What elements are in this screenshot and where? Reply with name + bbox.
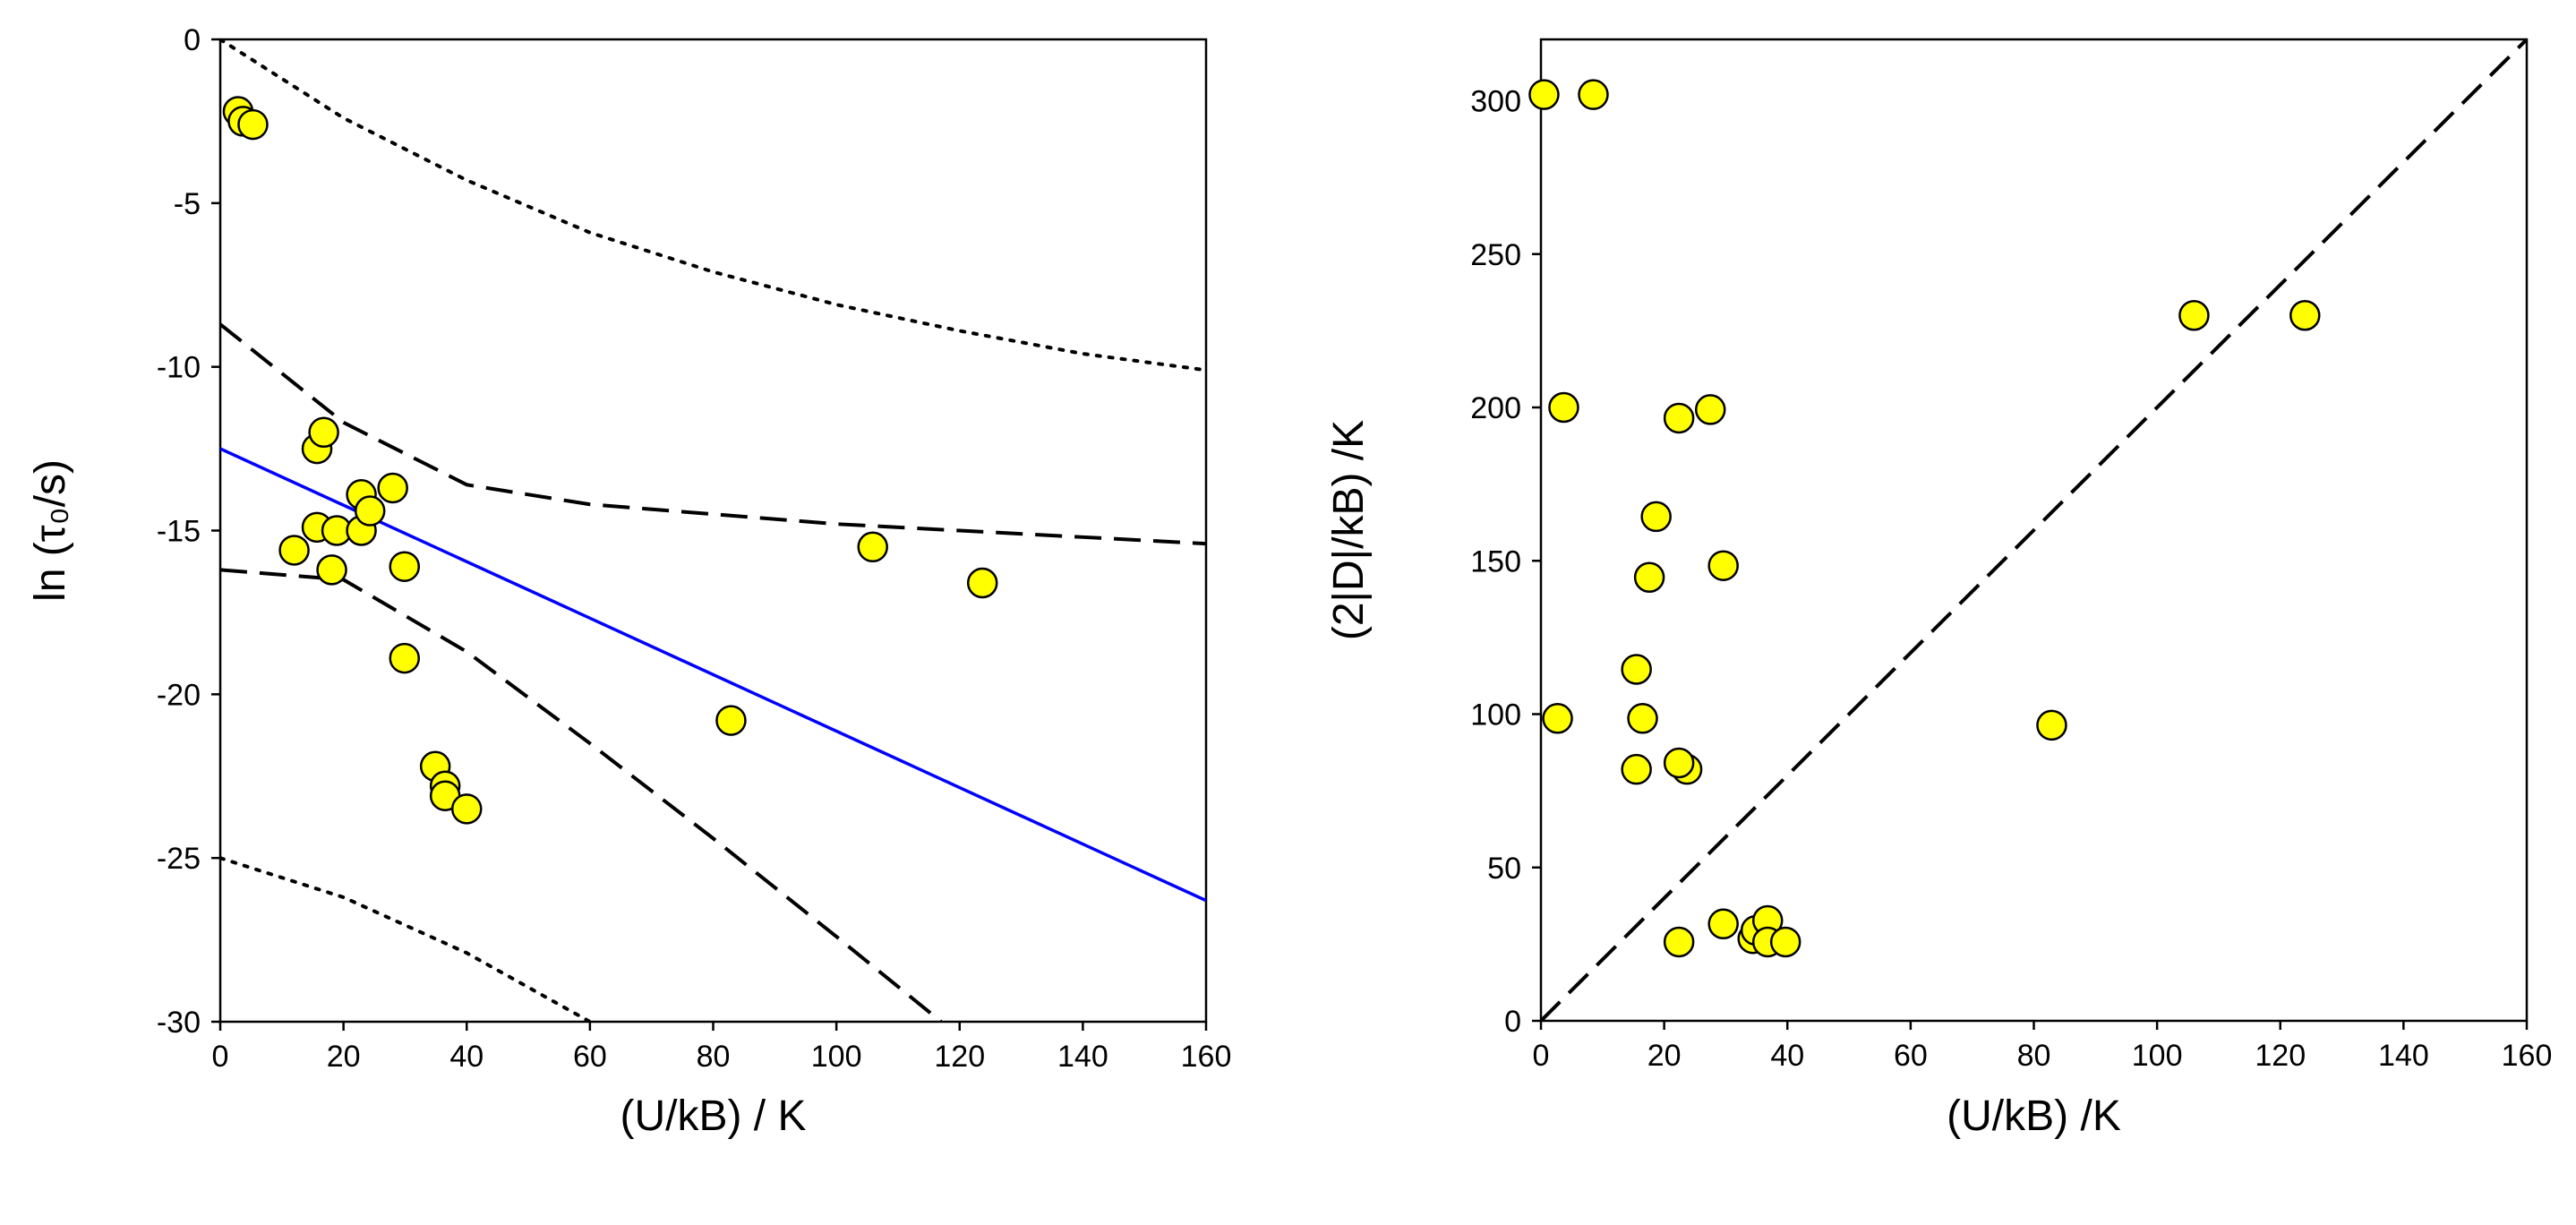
data-point <box>451 793 483 825</box>
data-point <box>715 705 747 736</box>
data-point <box>237 108 269 141</box>
data-point <box>354 495 386 527</box>
data-point <box>308 416 339 449</box>
x-tick-label: 60 <box>573 1040 607 1074</box>
data-point <box>1633 561 1665 593</box>
x-tick-label: 0 <box>1533 1039 1550 1073</box>
y-tick-label: 200 <box>1470 391 1521 425</box>
data-point <box>1769 926 1801 958</box>
y-tick-label: 300 <box>1470 85 1521 119</box>
data-point <box>2289 300 2321 331</box>
data-point <box>316 554 347 586</box>
panel: 0 20 40 60 80 100 120 140 160 0 50 100 150 200 250 300 (… <box>1325 38 2553 1140</box>
fit-line <box>220 447 1206 903</box>
x-axis-label: (U/kB) / K <box>620 1092 806 1140</box>
y-tick-label: -15 <box>157 515 201 549</box>
x-tick-label: 0 <box>212 1040 229 1074</box>
x-axis-label: (U/kB) /K <box>1947 1092 2121 1140</box>
marker-group <box>222 96 998 825</box>
data-point <box>1542 703 1573 734</box>
data-point <box>1663 402 1695 434</box>
y-tick-label: 50 <box>1487 852 1521 886</box>
data-point <box>966 567 998 599</box>
fit-line <box>220 39 1206 373</box>
y-tick-label: -30 <box>157 1006 201 1040</box>
data-point <box>1663 747 1695 779</box>
x-tick-label: 60 <box>1894 1039 1928 1073</box>
y-tick-label: 0 <box>1504 1005 1521 1039</box>
data-point <box>1707 908 1739 940</box>
data-point <box>1578 79 1609 110</box>
panel: 0 20 40 60 80 100 120 140 160 0 -5 -10 -15 -20 -25 -30 (… <box>27 23 1231 1140</box>
y-tick-label: 0 <box>184 23 201 57</box>
fit-line <box>220 322 1206 546</box>
data-point <box>1694 394 1726 425</box>
x-tick-label: 80 <box>2017 1039 2051 1073</box>
data-point <box>1528 79 1560 110</box>
data-point <box>1663 926 1695 958</box>
x-tick-label: 120 <box>934 1040 985 1074</box>
y-tick-label: 150 <box>1470 544 1521 578</box>
series-group <box>1541 39 2527 1021</box>
x-tick-label: 40 <box>449 1040 484 1074</box>
data-point <box>377 472 408 504</box>
data-point <box>1621 654 1652 685</box>
y-tick-label: -5 <box>174 187 201 221</box>
y-tick-label: 100 <box>1470 698 1521 732</box>
fit-line <box>220 856 592 1022</box>
x-tick-label: 140 <box>1057 1040 1108 1074</box>
data-point <box>2036 709 2067 741</box>
x-tick-label: 140 <box>2378 1039 2429 1073</box>
x-tick-label: 120 <box>2255 1039 2306 1073</box>
x-tick-label: 100 <box>2132 1039 2183 1073</box>
data-point <box>1621 753 1652 785</box>
marker-group <box>1528 79 2321 958</box>
data-point <box>389 642 420 674</box>
data-point <box>389 551 420 582</box>
fit-line <box>220 568 943 1022</box>
data-point <box>1548 391 1579 424</box>
y-tick-label: -25 <box>157 842 201 876</box>
y-axis-label: (2|D|/kB) /K <box>1325 420 1373 640</box>
x-tick-label: 20 <box>1647 1039 1682 1073</box>
y-tick-label: 250 <box>1470 238 1521 272</box>
x-tick-label: 80 <box>697 1040 731 1074</box>
y-axis-label: ln (τ₀/s) <box>27 459 74 602</box>
x-tick-label: 160 <box>2502 1039 2553 1073</box>
data-point <box>278 535 310 566</box>
x-tick-label: 20 <box>327 1040 361 1074</box>
data-point <box>1627 703 1658 734</box>
x-tick-label: 160 <box>1181 1040 1232 1074</box>
y-tick-label: -10 <box>157 351 201 385</box>
data-point <box>857 531 888 563</box>
data-point <box>1707 550 1739 581</box>
fit-line <box>1541 39 2527 1021</box>
x-tick-label: 40 <box>1770 1039 1804 1073</box>
data-point <box>1640 501 1672 533</box>
x-tick-label: 100 <box>811 1040 862 1074</box>
data-point <box>2178 300 2210 331</box>
y-tick-label: -20 <box>157 678 201 712</box>
